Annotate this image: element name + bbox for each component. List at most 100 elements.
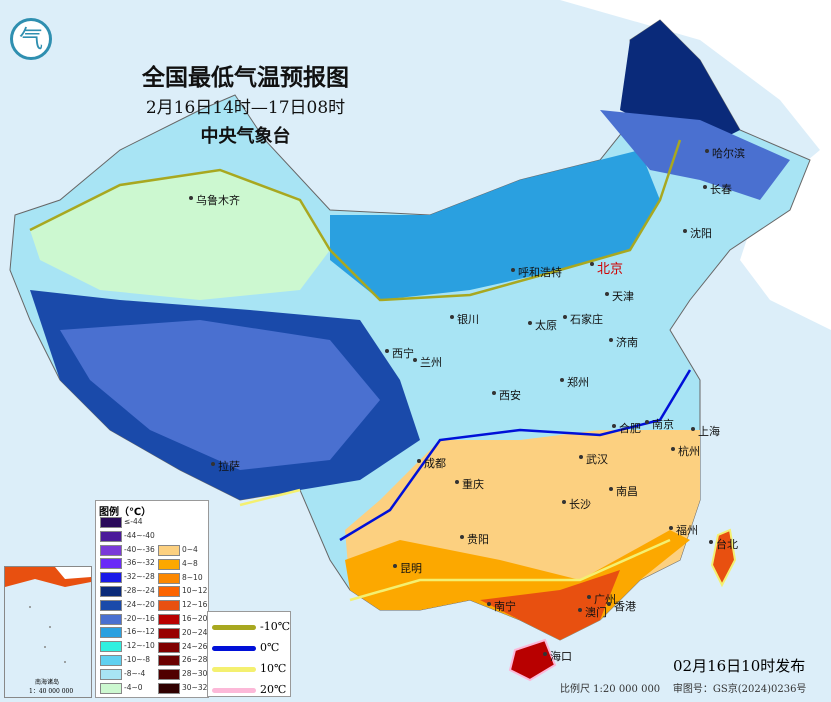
legend-label: 30~32 [182, 683, 208, 692]
legend-label: -4~0 [124, 682, 143, 692]
legend-label: 4~8 [182, 558, 198, 568]
isoline-minus10 [29, 139, 682, 302]
legend-swatch [100, 613, 122, 625]
legend-swatch [158, 545, 180, 556]
isoline-0 [339, 369, 692, 542]
legend-swatch [100, 558, 122, 570]
legend-swatch [158, 627, 180, 639]
city-label: 长春 [703, 183, 732, 196]
inset-shapes [5, 567, 91, 663]
south-china-sea-inset: 南海诸岛 1：40 000 000 [4, 566, 92, 698]
legend-swatch [100, 544, 122, 556]
inset-title: 南海诸岛 [35, 679, 60, 686]
city-label: 呼和浩特 [511, 266, 562, 279]
footer-info: 比例尺 1:20 000 000 审图号：GS京(2024)0236号 [560, 680, 806, 695]
legend-label: 16~20 [182, 614, 208, 623]
legend-swatch [158, 614, 180, 625]
legend-title: 图例（℃） [99, 507, 152, 518]
legend-label: 0~4 [182, 545, 198, 554]
isoline-label: 10℃ [260, 662, 287, 675]
legend-label: -32~-28 [124, 572, 155, 582]
legend-label: 12~16 [182, 600, 208, 610]
legend-swatch [158, 586, 180, 598]
city-label: 兰州 [413, 356, 442, 369]
legend-swatch [100, 530, 122, 542]
city-label: 石家庄 [563, 313, 603, 326]
isoline-swatch [212, 625, 256, 630]
legend-swatch [100, 586, 122, 597]
city-label: 南宁 [487, 600, 516, 613]
city-label: 郑州 [560, 376, 589, 389]
review-number: 审图号：GS京(2024)0236号 [672, 684, 807, 695]
legend: 图例（℃） ≤-44 -44~-40 -40~-36 -36~-32 -32~-28 -2… [95, 500, 209, 698]
zone-coast-deep [480, 570, 620, 640]
legend-swatch [158, 655, 180, 667]
cma-logo: 气 [10, 18, 52, 60]
city-label: 杭州 [671, 445, 700, 458]
legend-swatch [158, 669, 180, 681]
city-label: 香港 [607, 600, 636, 613]
city-label: 重庆 [455, 478, 484, 491]
city-label: 福州 [669, 524, 698, 537]
isoline-10-south-tibet [239, 488, 301, 507]
zone-northwest-light [30, 170, 330, 300]
zone-northeast-mid [600, 110, 790, 200]
legend-label: 8~10 [182, 572, 203, 582]
legend-swatch [158, 683, 180, 694]
legend-label: -8~-4 [124, 668, 146, 678]
issue-time: 02月16日10时发布 [673, 657, 806, 675]
forecast-period: 2月16日14时—17日08时 [145, 98, 346, 118]
city-label: 银川 [450, 313, 479, 326]
legend-swatch [100, 641, 122, 653]
zone-tibet-mid [60, 320, 380, 470]
city-label: 武汉 [579, 453, 608, 466]
city-label: 长沙 [562, 498, 591, 511]
city-label: 合肥 [612, 422, 641, 435]
legend-swatch [100, 517, 122, 528]
legend-swatch [158, 641, 180, 653]
legend-label: -28~-24 [124, 586, 155, 595]
city-label: 南昌 [609, 485, 638, 498]
isoline-legend: -10℃ 0℃ 10℃ 20℃ [207, 611, 291, 697]
legend-swatch [100, 572, 122, 584]
legend-label: 28~30 [182, 669, 208, 679]
map-scale: 比例尺 1:20 000 000 [560, 684, 661, 695]
legend-label: ≤-44 [124, 517, 143, 526]
legend-label: -36~-32 [124, 558, 155, 568]
legend-label: -44~-40 [124, 530, 155, 540]
hainan [508, 638, 557, 682]
city-label: 哈尔滨 [705, 147, 745, 160]
legend-label: 10~12 [182, 586, 208, 596]
city-label: 西宁 [385, 347, 414, 360]
city-label: 南京 [645, 418, 674, 431]
city-label: 北京 [589, 258, 623, 277]
legend-label: -12~-10 [124, 641, 155, 651]
city-label: 海口 [543, 650, 572, 663]
legend-label: 20~24 [182, 627, 208, 637]
isoline-swatch [212, 688, 256, 693]
legend-swatch [158, 600, 180, 612]
legend-label: -20~-16 [124, 613, 155, 623]
legend-swatch [158, 572, 180, 584]
isoline-swatch [212, 667, 256, 672]
legend-swatch [100, 682, 122, 694]
taiwan [710, 528, 737, 588]
city-label: 西安 [492, 389, 521, 402]
legend-swatch [100, 655, 122, 666]
agency-name: 中央气象台 [200, 126, 291, 147]
map-title: 全国最低气温预报图 [142, 64, 349, 91]
isoline-swatch [212, 646, 256, 651]
legend-label: -24~-20 [124, 599, 155, 609]
isoline-label: 0℃ [260, 641, 280, 654]
city-label: 成都 [417, 457, 446, 470]
isoline-label: -10℃ [260, 620, 291, 633]
legend-swatch [100, 599, 122, 611]
city-label: 乌鲁木齐 [189, 194, 240, 207]
isoline-10 [349, 538, 671, 602]
city-label: 天津 [605, 290, 634, 303]
legend-label: -40~-36 [124, 544, 155, 554]
city-label: 上海 [691, 425, 720, 438]
legend-label: 26~28 [182, 655, 208, 665]
city-label: 拉萨 [211, 460, 240, 473]
